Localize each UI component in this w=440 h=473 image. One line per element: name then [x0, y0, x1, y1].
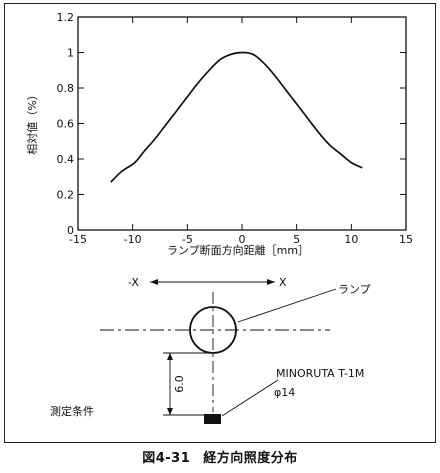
data-series-line: [110, 51, 363, 183]
axis-ticks: [77, 16, 407, 231]
figure-number: 図4-31: [142, 451, 191, 466]
x-tick-label: 5: [293, 233, 300, 246]
y-axis-label: 相対値（%）: [25, 89, 39, 154]
distance-arrow-top: [167, 353, 173, 360]
distance-label: 6.0: [173, 375, 186, 393]
y-tick-label: 1: [67, 47, 74, 60]
y-tick-label: 0: [67, 224, 74, 237]
x-tick-label: 15: [399, 233, 413, 246]
x-tick-label: -15: [69, 233, 87, 246]
x-axis-label: ランプ断面方向距離［mm］: [167, 243, 309, 257]
y-tick-label: 0.8: [57, 82, 75, 95]
figure-caption: 図4-31 経方向照度分布: [0, 447, 440, 469]
plus-x-label: X: [279, 276, 287, 289]
lamp-label: ランプ: [338, 283, 371, 296]
x-tick-label: -5: [182, 233, 193, 246]
y-tick-label: 1.2: [57, 11, 75, 24]
sensor-diameter-label: φ14: [274, 386, 295, 399]
sensor-leader-line: [221, 379, 279, 417]
plot-area: [77, 16, 407, 231]
x-arrow-right-head: [267, 279, 275, 285]
x-arrow-left-head: [150, 279, 158, 285]
x-tick-labels: -15 -10 -5 0 5 10 15: [69, 233, 413, 246]
lamp-leader-line: [237, 288, 337, 323]
y-tick-labels: 0 0.2 0.4 0.6 0.8 1 1.2: [57, 11, 75, 237]
x-tick-label: 0: [239, 233, 246, 246]
figure-title: 経方向照度分布: [203, 451, 298, 466]
sensor-label: MINORUTA T-1M: [276, 367, 364, 380]
measurement-condition-label: 測定条件: [50, 404, 94, 418]
x-tick-label: 10: [344, 233, 358, 246]
y-tick-label: 0.4: [57, 153, 75, 166]
y-tick-label: 0.2: [57, 189, 75, 202]
distance-arrow-bottom: [167, 408, 173, 415]
minus-x-label: -X: [128, 276, 139, 289]
figure-frame: [4, 3, 436, 443]
y-tick-label: 0.6: [57, 118, 75, 131]
x-tick-label: -10: [124, 233, 142, 246]
sensor-block: [204, 414, 221, 424]
